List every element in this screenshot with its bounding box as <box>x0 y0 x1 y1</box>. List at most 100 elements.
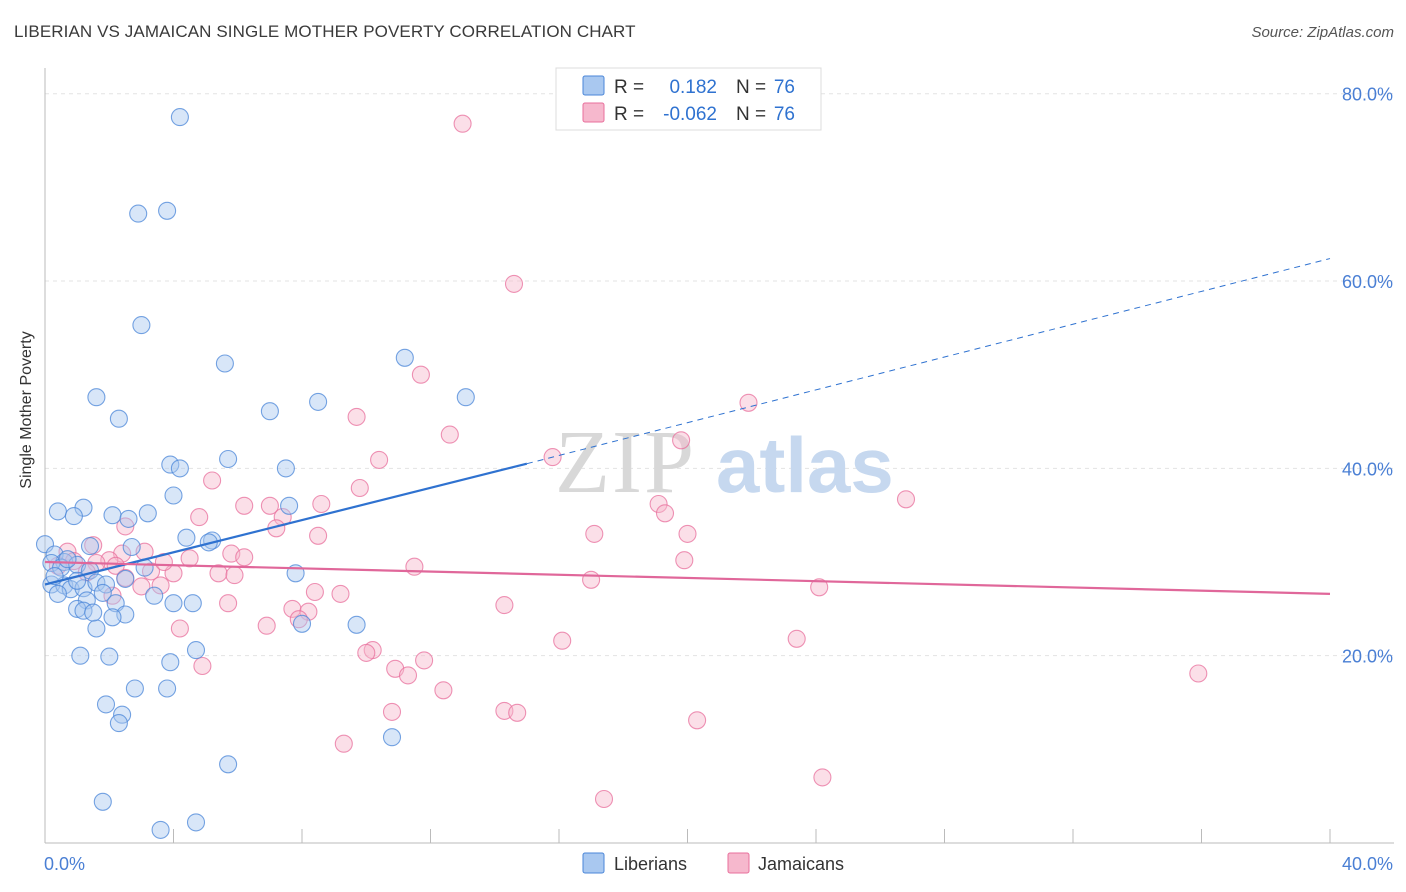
point-jamaicans-53 <box>257 616 276 635</box>
point-jamaicans-11 <box>896 490 916 509</box>
point-liberians-70 <box>186 813 206 832</box>
point-liberians-1 <box>158 201 177 220</box>
point-liberians-60 <box>161 653 180 672</box>
stats-legend: R = 0.182 N = 76 R = -0.062 N = 76 <box>555 67 822 131</box>
x-tick-label-0: 0.0% <box>44 854 85 874</box>
point-jamaicans-46 <box>810 578 829 597</box>
point-jamaicans-6 <box>672 431 691 450</box>
stats-n-label-2: N = <box>736 104 766 125</box>
point-jamaicans-5 <box>440 425 459 444</box>
point-liberians-75 <box>84 603 103 622</box>
point-liberians-62 <box>158 679 177 698</box>
tick-labels: 20.0% 40.0% 60.0% 80.0% 0.0% 40.0% <box>44 85 1393 874</box>
y-tick-label-0: 20.0% <box>1342 647 1393 667</box>
point-jamaicans-66 <box>508 703 527 722</box>
point-liberians-3 <box>132 316 151 335</box>
point-jamaicans-48 <box>219 594 238 613</box>
point-liberians-48 <box>164 594 183 613</box>
point-jamaicans-0 <box>453 114 472 133</box>
stats-n-value-2: 76 <box>774 104 795 125</box>
point-jamaicans-70 <box>813 768 832 787</box>
point-liberians-19 <box>64 507 83 526</box>
point-liberians-10 <box>109 409 128 428</box>
point-liberians-5 <box>395 348 414 367</box>
point-jamaicans-49 <box>495 596 514 615</box>
point-liberians-16 <box>280 496 299 515</box>
point-jamaicans-67 <box>382 702 402 721</box>
point-liberians-69 <box>151 820 170 839</box>
point-liberians-67 <box>219 755 238 774</box>
data-points <box>35 108 1208 839</box>
point-jamaicans-45 <box>331 584 350 603</box>
series-legend: Liberians Jamaicans <box>582 852 844 874</box>
point-liberians-49 <box>183 594 202 613</box>
point-jamaicans-2 <box>411 365 430 384</box>
watermark-zip: ZIP <box>555 413 696 512</box>
point-liberians-8 <box>309 392 328 411</box>
point-jamaicans-41 <box>582 570 601 589</box>
point-liberians-23 <box>177 528 196 547</box>
point-liberians-59 <box>100 647 119 666</box>
point-jamaicans-35 <box>405 557 424 576</box>
point-jamaicans-42 <box>151 576 170 595</box>
point-liberians-13 <box>219 449 238 469</box>
point-liberians-20 <box>103 506 122 525</box>
point-jamaicans-14 <box>312 494 331 514</box>
stats-n-value-1: 76 <box>774 77 795 98</box>
point-liberians-15 <box>164 486 183 505</box>
point-liberians-14 <box>276 459 295 478</box>
legend-label-liberians: Liberians <box>614 854 687 874</box>
point-liberians-43 <box>48 584 67 603</box>
point-liberians-36 <box>116 569 135 588</box>
source-label: Source: ZipAtlas.com <box>1251 24 1394 41</box>
point-jamaicans-60 <box>193 656 212 676</box>
point-jamaicans-71 <box>594 789 614 809</box>
y-tick-label-1: 40.0% <box>1342 459 1393 479</box>
point-jamaicans-63 <box>1189 664 1208 683</box>
point-liberians-63 <box>96 695 116 714</box>
point-jamaicans-54 <box>170 619 189 638</box>
point-liberians-18 <box>48 502 67 521</box>
watermark: ZIP atlas <box>555 413 894 512</box>
point-jamaicans-23 <box>309 526 328 545</box>
x-tick-label-1: 40.0% <box>1342 854 1393 874</box>
point-liberians-68 <box>93 792 112 811</box>
stats-r-value-1: 0.182 <box>669 77 717 98</box>
stats-legend-swatch-blue <box>582 75 605 96</box>
stats-r-value-2: -0.062 <box>663 104 717 125</box>
point-liberians-2 <box>129 204 148 223</box>
watermark-atlas: atlas <box>716 421 894 509</box>
point-jamaicans-22 <box>678 524 697 543</box>
point-jamaicans-58 <box>357 643 376 662</box>
point-jamaicans-59 <box>415 651 434 670</box>
point-liberians-55 <box>347 615 366 634</box>
point-liberians-44 <box>93 583 112 602</box>
point-jamaicans-4 <box>347 407 366 426</box>
point-liberians-7 <box>260 402 279 421</box>
point-jamaicans-21 <box>585 524 604 543</box>
point-liberians-0 <box>170 108 189 127</box>
grid-lines <box>45 93 1394 657</box>
stats-n-label-1: N = <box>736 77 766 98</box>
y-tick-label-3: 80.0% <box>1342 85 1393 105</box>
point-jamaicans-74 <box>154 552 173 572</box>
point-liberians-22 <box>119 509 138 528</box>
point-jamaicans-12 <box>235 496 254 515</box>
point-jamaicans-18 <box>655 504 675 523</box>
point-jamaicans-43 <box>132 577 151 596</box>
point-jamaicans-44 <box>305 582 324 602</box>
point-liberians-45 <box>145 586 164 605</box>
point-jamaicans-32 <box>180 549 199 568</box>
point-liberians-54 <box>292 614 312 633</box>
point-liberians-57 <box>186 641 206 660</box>
point-liberians-21 <box>138 504 157 523</box>
stats-legend-swatch-pink <box>582 102 605 123</box>
point-liberians-4 <box>215 354 234 373</box>
point-jamaicans-10 <box>350 478 369 498</box>
legend-swatch-liberians <box>582 852 605 874</box>
point-jamaicans-39 <box>225 566 244 585</box>
point-jamaicans-68 <box>688 711 707 730</box>
stats-r-label-2: R = <box>614 104 644 125</box>
point-jamaicans-56 <box>553 631 572 650</box>
